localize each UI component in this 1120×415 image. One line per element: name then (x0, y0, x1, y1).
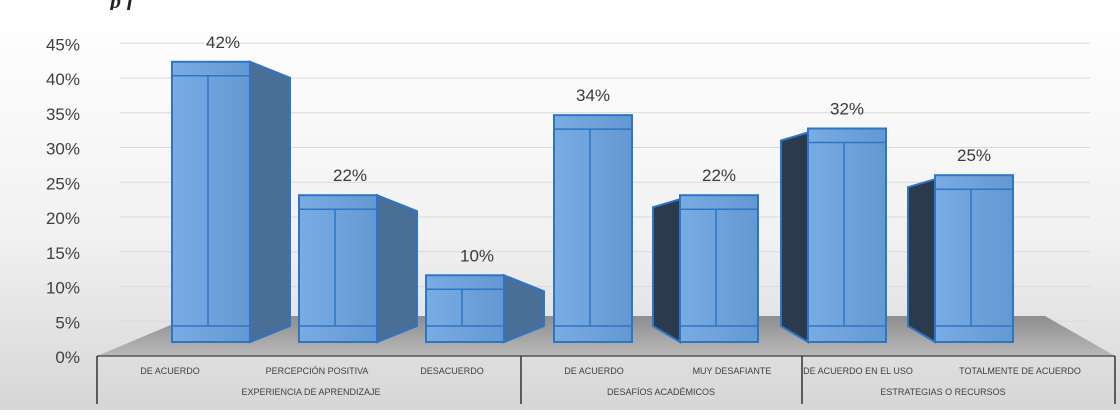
y-tick-label: 0% (55, 348, 80, 367)
bar (907, 174, 1014, 344)
data-label: 42% (206, 33, 240, 52)
y-tick-label: 5% (55, 313, 80, 332)
bar (780, 127, 887, 344)
bar (425, 273, 545, 344)
data-label: 32% (830, 99, 864, 118)
x-group-label: DESAFÍOS ACADÉMICOS (607, 387, 715, 397)
x-group-label: ESTRATEGIAS O RECURSOS (880, 387, 1005, 397)
header-fragment: p f (110, 0, 134, 13)
bar-front (171, 60, 251, 343)
data-label: 34% (576, 86, 610, 105)
data-label: 10% (460, 246, 494, 265)
bar-front (679, 194, 759, 343)
data-label: 25% (957, 146, 991, 165)
bar-front (934, 174, 1014, 343)
x-tick-label: TOTALMENTE DE ACUERDO (959, 366, 1081, 376)
x-tick-label: DE ACUERDO (140, 366, 200, 376)
bar-front (807, 127, 887, 343)
data-label: 22% (702, 166, 736, 185)
bar-front (298, 194, 378, 343)
bar-side (780, 131, 809, 344)
x-tick-label: MUY DESAFIANTE (693, 366, 772, 376)
y-tick-label: 25% (46, 174, 80, 193)
x-tick-label: PERCEPCIÓN POSITIVA (266, 366, 369, 376)
bar-front (553, 114, 633, 344)
bar-front (425, 274, 505, 343)
bar-side (376, 193, 418, 344)
y-tick-label: 20% (46, 209, 80, 228)
x-tick-label: DESACUERDO (420, 366, 484, 376)
x-tick-label: DE ACUERDO EN EL USO (803, 366, 913, 376)
bar (298, 193, 418, 344)
bar-side (249, 60, 291, 344)
bar (171, 60, 291, 344)
x-group-label: EXPERIENCIA DE APRENDIZAJE (241, 387, 380, 397)
bar-side (907, 177, 936, 344)
bar (652, 194, 759, 344)
data-label: 22% (333, 166, 367, 185)
y-tick-label: 35% (46, 105, 80, 124)
y-tick-label: 45% (46, 35, 80, 54)
y-tick-label: 40% (46, 70, 80, 89)
bar (553, 114, 633, 344)
y-tick-label: 15% (46, 244, 80, 263)
bar-side (652, 197, 681, 344)
y-tick-label: 10% (46, 279, 80, 298)
x-tick-label: DE ACUERDO (564, 366, 624, 376)
y-tick-label: 30% (46, 140, 80, 159)
